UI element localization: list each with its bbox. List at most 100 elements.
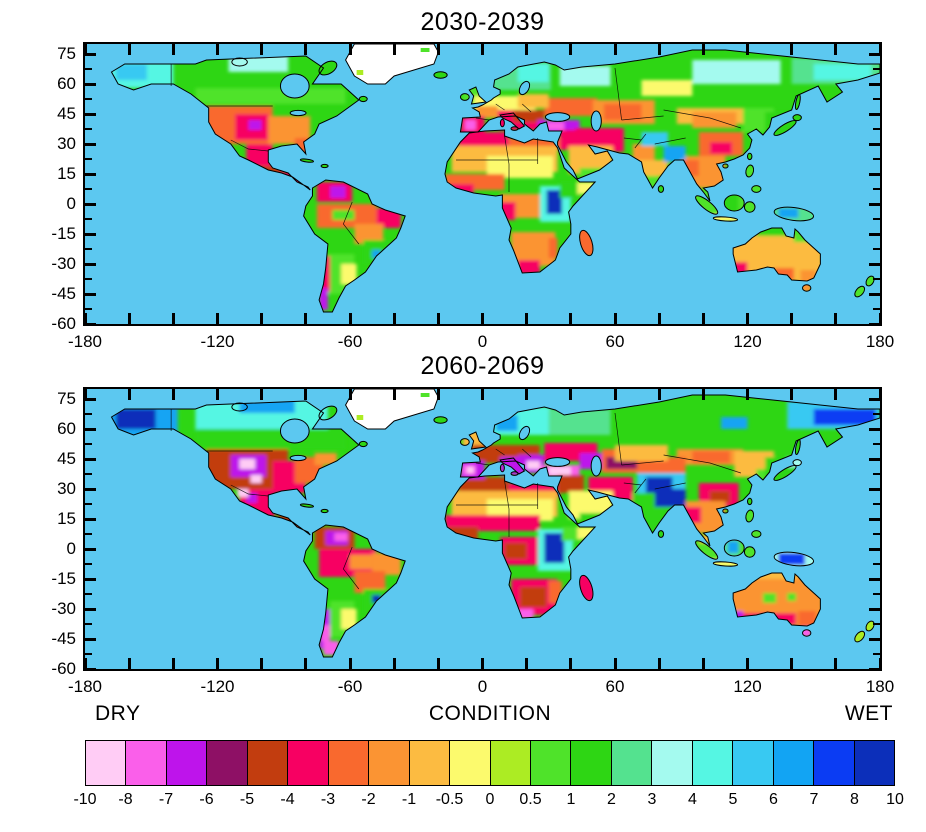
axis-tick — [85, 667, 96, 671]
axis-tick — [834, 44, 838, 55]
y-axis-label: 75 — [57, 389, 76, 408]
x-axis-label: 180 — [865, 332, 895, 351]
x-axis-label: 60 — [605, 677, 625, 696]
axis-tick — [834, 389, 838, 400]
y-axis-label: 60 — [57, 74, 76, 93]
axis-tick — [481, 658, 484, 669]
axis-tick — [701, 389, 705, 400]
colorbar-boundary-label: 0.5 — [519, 791, 542, 808]
colorbar-boundary-label: -0.5 — [435, 791, 464, 808]
x-axis-label: 180 — [865, 677, 895, 696]
axis-tick — [83, 658, 87, 669]
colorbar-boundary-label: 2 — [607, 791, 616, 808]
axis-tick — [873, 413, 880, 415]
y-axis-label: 15 — [57, 509, 76, 528]
axis-tick — [746, 44, 749, 55]
axis-tick — [790, 313, 794, 324]
colorbar-cell — [86, 741, 127, 785]
colorbar-cell — [571, 741, 612, 785]
axis-tick — [873, 623, 880, 625]
axis-tick — [85, 142, 96, 146]
axis-tick — [216, 44, 219, 55]
legend-dry-label: DRY — [95, 702, 141, 725]
axis-tick — [873, 158, 880, 160]
colorbar-boundary-label: 5 — [728, 791, 738, 808]
axis-tick — [171, 313, 175, 324]
axis-tick — [85, 308, 92, 310]
axis-tick — [525, 389, 529, 400]
axis-tick — [216, 389, 219, 400]
colorbar-cell — [126, 741, 167, 785]
axis-tick — [85, 623, 92, 625]
y-axis-label: 75 — [57, 44, 76, 63]
axis-tick — [392, 313, 396, 324]
axis-tick — [873, 533, 880, 535]
axis-tick — [85, 593, 92, 595]
y-axis-label: -45 — [51, 629, 76, 648]
axis-tick — [869, 397, 880, 401]
axis-tick — [260, 313, 264, 324]
axis-tick — [613, 313, 617, 324]
axis-tick — [834, 313, 838, 324]
axis-tick — [85, 607, 96, 611]
axis-tick — [657, 658, 661, 669]
axis-tick — [348, 658, 352, 669]
colorbar-boundary-label: -4 — [280, 791, 295, 808]
axis-tick — [85, 98, 92, 100]
map-canvas-2060-2069 — [85, 389, 880, 669]
inland-sea — [290, 455, 306, 460]
axis-tick — [436, 313, 440, 324]
colorbar-boundary-label: 7 — [809, 791, 819, 808]
colorbar-cell — [652, 741, 693, 785]
axis-tick — [873, 188, 880, 190]
axis-tick — [869, 427, 880, 431]
axis-tick — [85, 248, 92, 250]
axis-tick — [83, 44, 87, 55]
axis-tick — [873, 68, 880, 70]
y-axis-label: 45 — [57, 104, 76, 123]
axis-tick — [869, 172, 880, 176]
axis-tick — [436, 389, 440, 400]
coastlines — [112, 50, 881, 312]
panel-2-title: 2060-2069 — [420, 352, 545, 380]
axis-tick — [85, 232, 96, 236]
axis-tick — [613, 658, 617, 669]
y-axis-label: -15 — [51, 569, 76, 588]
axis-tick — [260, 658, 264, 669]
axis-tick — [569, 389, 573, 400]
axis-tick — [127, 313, 131, 324]
axis-tick — [701, 44, 705, 55]
axis-tick — [790, 389, 794, 400]
colorbar-boundary-label: 6 — [769, 791, 778, 808]
inland-sea — [280, 74, 309, 98]
axis-tick — [869, 232, 880, 236]
axis-tick — [85, 563, 92, 565]
y-axis-label: 15 — [57, 164, 76, 183]
colorbar-cell — [692, 741, 734, 785]
axis-tick — [304, 389, 308, 400]
axis-tick — [85, 413, 92, 415]
axis-tick — [525, 313, 529, 324]
axis-tick — [260, 44, 264, 55]
country-borders — [171, 64, 741, 244]
axis-tick — [85, 172, 96, 176]
colorbar-cell — [854, 741, 895, 785]
y-axis-label: -60 — [51, 659, 76, 678]
colorbar-boundary-label: -3 — [320, 791, 336, 808]
axis-tick — [869, 637, 880, 641]
world-map-panel-2 — [83, 387, 882, 671]
axis-tick — [873, 473, 880, 475]
colorbar-cell — [409, 741, 451, 785]
axis-tick — [85, 533, 92, 535]
axis-tick — [85, 218, 92, 220]
axis-tick — [525, 658, 529, 669]
colorbar-cell — [611, 741, 653, 785]
axis-tick — [869, 202, 880, 206]
axis-tick — [873, 308, 880, 310]
axis-tick — [869, 292, 880, 296]
axis-tick — [85, 112, 96, 116]
colorbar-cell — [328, 741, 370, 785]
axis-tick — [216, 658, 219, 669]
colorbar-boundary-label: 10 — [886, 791, 904, 808]
